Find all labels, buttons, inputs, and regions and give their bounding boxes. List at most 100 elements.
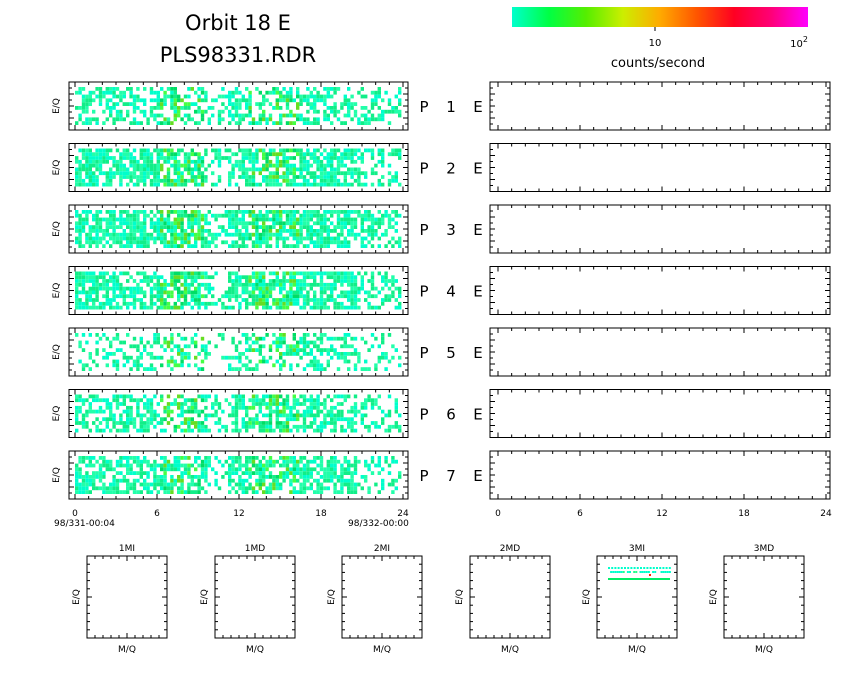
heatmap-cell xyxy=(221,409,225,414)
heatmap-cell xyxy=(204,94,208,99)
heatmap-cell xyxy=(75,167,79,172)
heatmap-cell xyxy=(143,290,147,295)
heatmap-cell xyxy=(105,352,109,356)
heatmap-cell xyxy=(292,167,296,172)
heatmap-cell xyxy=(81,286,86,291)
heatmap-cell xyxy=(119,402,123,406)
heatmap-cell xyxy=(306,467,310,472)
heatmap-cell xyxy=(221,336,225,341)
heatmap-cell xyxy=(180,221,184,226)
heatmap-cell xyxy=(95,417,99,422)
heatmap-cell xyxy=(112,213,116,218)
heatmap-cell xyxy=(129,152,133,157)
heatmap-cell xyxy=(160,355,164,360)
heatmap-cell xyxy=(245,355,249,360)
heatmap-cell xyxy=(122,294,126,299)
heatmap-cell xyxy=(200,294,205,299)
heatmap-cell xyxy=(119,94,123,99)
heatmap-cell xyxy=(279,213,283,218)
heatmap-cell xyxy=(234,355,239,360)
heatmap-cell xyxy=(394,286,398,291)
heatmap-cell xyxy=(228,478,232,483)
heatmap-cell xyxy=(350,482,354,487)
heatmap-cell xyxy=(313,405,317,410)
heatmap-cell xyxy=(275,90,279,95)
heatmap-cell xyxy=(126,152,130,157)
heatmap-cell xyxy=(394,229,398,233)
heatmap-cell xyxy=(126,413,130,418)
heatmap-cell xyxy=(316,182,320,187)
heatmap-cell xyxy=(231,279,235,283)
heatmap-cell xyxy=(173,171,177,176)
heatmap-cell xyxy=(333,428,337,433)
heatmap-cell xyxy=(251,348,256,352)
heatmap-cell xyxy=(245,336,249,341)
heatmap-cell xyxy=(156,221,160,226)
heatmap-cell xyxy=(194,467,198,472)
heatmap-cell xyxy=(143,213,147,218)
heatmap-cell xyxy=(319,428,324,433)
heatmap-cell xyxy=(275,475,279,479)
heatmap-cell xyxy=(258,290,262,295)
heatmap-cell xyxy=(262,148,266,153)
heatmap-cell xyxy=(313,421,317,425)
heatmap-cell xyxy=(398,109,402,114)
heatmap-cell xyxy=(265,402,269,406)
heatmap-cell xyxy=(251,394,256,399)
heatmap-cell xyxy=(381,340,385,345)
heatmap-cell xyxy=(296,459,300,464)
heatmap-cell xyxy=(313,398,317,403)
heatmap-cell xyxy=(228,217,232,222)
panel-frame xyxy=(489,327,831,377)
heatmap-cell xyxy=(173,102,177,106)
heatmap-cell xyxy=(132,98,137,103)
heatmap-cell xyxy=(112,225,116,229)
heatmap-cell xyxy=(333,175,337,179)
heatmap-cell xyxy=(88,225,92,229)
heatmap-cell xyxy=(367,117,371,122)
heatmap-cell xyxy=(302,182,307,187)
heatmap-cell xyxy=(146,417,150,422)
heatmap-cell xyxy=(149,305,154,310)
heatmap-cell xyxy=(323,475,327,479)
heatmap-cell xyxy=(102,279,106,283)
heatmap-cell xyxy=(370,405,375,410)
heatmap-cell xyxy=(143,456,147,460)
heatmap-cell xyxy=(313,156,317,160)
heatmap-cell xyxy=(234,217,239,222)
heatmap-cell xyxy=(343,428,347,433)
heatmap-cell xyxy=(279,456,283,460)
heatmap-cell xyxy=(333,225,337,229)
heatmap-cell xyxy=(187,490,191,494)
heatmap-cell xyxy=(384,282,388,287)
heatmap-cell xyxy=(238,244,242,248)
heatmap-cell xyxy=(292,301,296,306)
heatmap-cell xyxy=(292,163,296,168)
heatmap-cell xyxy=(92,171,96,176)
heatmap-cell xyxy=(319,232,324,237)
heatmap-cell xyxy=(279,236,283,241)
heatmap-cell xyxy=(200,213,205,218)
heatmap-cell xyxy=(258,424,262,429)
heatmap-cell xyxy=(255,159,259,164)
heatmap-cell xyxy=(75,305,79,310)
heatmap-cell xyxy=(340,102,344,106)
heatmap-cell xyxy=(126,240,130,245)
heatmap-cell xyxy=(180,478,184,483)
heatmap-cell xyxy=(316,463,320,468)
heatmap-cell xyxy=(323,424,327,429)
heatmap-cell xyxy=(88,232,92,237)
heatmap-cell xyxy=(224,355,228,360)
heatmap-cell xyxy=(173,98,177,103)
heatmap-cell xyxy=(279,229,283,233)
heatmap-cell xyxy=(238,90,242,95)
heatmap-cell xyxy=(333,394,337,399)
heatmap-cell xyxy=(143,424,147,429)
heatmap-cell xyxy=(173,424,177,429)
heatmap-cell xyxy=(340,290,344,295)
heatmap-cell xyxy=(204,229,208,233)
heatmap-cell xyxy=(347,221,351,226)
heatmap-cell xyxy=(282,405,286,410)
heatmap-cell xyxy=(353,352,358,356)
